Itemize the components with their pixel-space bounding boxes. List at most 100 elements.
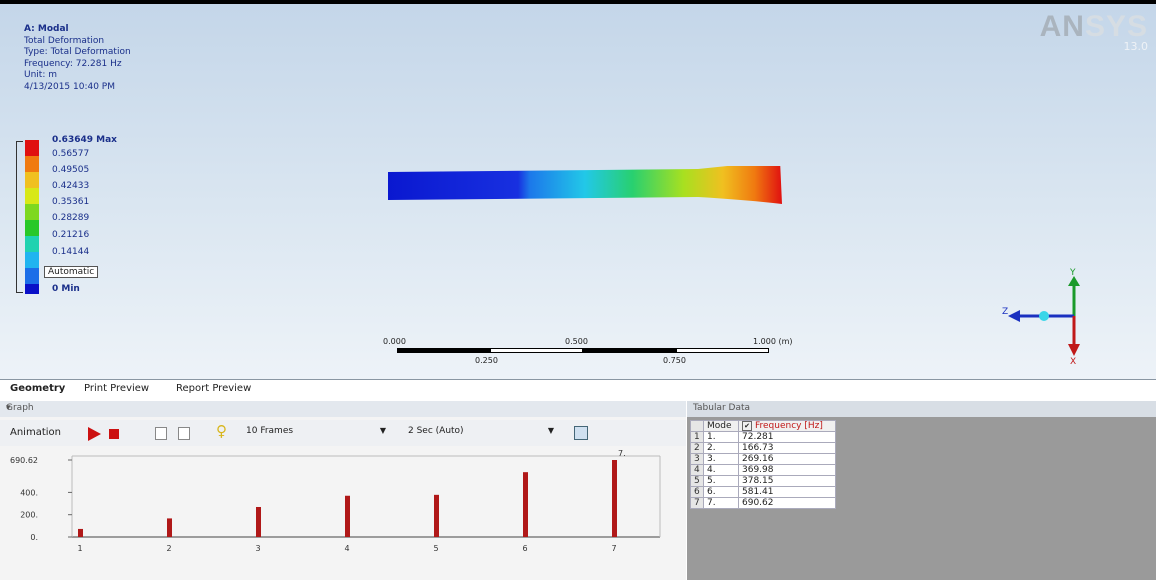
frequency-cell[interactable]: 269.16: [738, 453, 836, 465]
table-row[interactable]: 7 7. 690.62: [690, 497, 836, 509]
info-line: Unit: m: [24, 70, 57, 80]
bar-mode-1[interactable]: [78, 528, 83, 537]
mode-cell[interactable]: 6.: [703, 486, 739, 498]
frequency-cell[interactable]: 690.62: [738, 497, 836, 509]
row-index: 3: [690, 453, 704, 465]
frames-value: 10 Frames: [246, 426, 294, 436]
pin-icon[interactable]: ▾: [6, 403, 11, 413]
x-tick-label: 1: [77, 544, 82, 553]
lightbulb-icon[interactable]: ♀: [216, 422, 227, 440]
scale-label: 0.000: [383, 337, 406, 346]
table-row[interactable]: 6 6. 581.41: [690, 486, 836, 498]
scale-label: 0.250: [475, 356, 498, 365]
scale-label: 0.750: [663, 356, 686, 365]
distributed-frames-icon[interactable]: [155, 427, 167, 440]
tabular-data-panel: Tabular Data Mode ✔ Frequency [Hz] 1 1. 72.…: [687, 401, 1156, 580]
scale-label: 1.000 (m): [753, 337, 793, 346]
info-line: Frequency: 72.281 Hz: [24, 58, 122, 69]
table-row[interactable]: 1 1. 72.281: [690, 431, 836, 443]
x-tick-label: 6: [522, 544, 527, 553]
logo-text-a: AN: [1039, 10, 1085, 43]
result-info: A: Modal Total Deformation Type: Total D…: [24, 24, 131, 93]
row-index: 6: [690, 486, 704, 498]
legend-value: 0.35361: [52, 197, 90, 207]
export-video-icon[interactable]: [574, 426, 588, 440]
legend-swatch: [25, 188, 39, 204]
frequency-cell[interactable]: 72.281: [738, 431, 836, 443]
mode-cell[interactable]: 1.: [703, 431, 739, 443]
mode-cell[interactable]: 2.: [703, 442, 739, 454]
x-tick-label: 7: [611, 544, 616, 553]
legend-value: 0.21216: [52, 230, 90, 240]
logo-text-b: SYS: [1084, 10, 1148, 43]
triad-x-label: X: [1070, 357, 1076, 366]
bar-mode-2[interactable]: [167, 518, 172, 537]
result-frames-icon[interactable]: [178, 427, 190, 440]
x-tick-label: 2: [166, 544, 171, 553]
isometric-ball-icon[interactable]: [1039, 311, 1049, 321]
table-row[interactable]: 2 2. 166.73: [690, 442, 836, 454]
legend-value: 0.49505: [52, 165, 90, 175]
analysis-title: A: Modal: [24, 24, 69, 34]
tabular-header: Tabular Data: [687, 401, 1156, 417]
mode-cell[interactable]: 5.: [703, 475, 739, 487]
scale-segment: [583, 348, 676, 353]
graphics-viewport[interactable]: A: Modal Total Deformation Type: Total D…: [0, 0, 1156, 383]
frequency-cell[interactable]: 166.73: [738, 442, 836, 454]
tab-print-preview[interactable]: Print Preview: [84, 383, 150, 394]
play-icon[interactable]: [88, 427, 101, 441]
table-row[interactable]: 3 3. 269.16: [690, 453, 836, 465]
highlight-label: 7.: [618, 449, 626, 458]
coordinate-triad[interactable]: Y Z X: [1000, 266, 1090, 366]
bar-mode-3[interactable]: [256, 506, 261, 537]
corner-cell: [690, 420, 704, 432]
graph-title: Graph: [6, 403, 34, 413]
duration-select[interactable]: 2 Sec (Auto) ▼: [408, 426, 554, 440]
view-tabs: Geometry Print Preview Report Preview: [0, 379, 1156, 401]
checkbox-icon[interactable]: ✔: [742, 421, 752, 431]
tabular-title: Tabular Data: [693, 403, 751, 413]
frequency-cell[interactable]: 369.98: [738, 464, 836, 476]
triad-z-label: Z: [1002, 307, 1008, 317]
info-line: Type: Total Deformation: [24, 47, 131, 57]
scale-bar: 0.000 0.500 1.000 (m) 0.250 0.750: [383, 334, 803, 374]
animation-label: Animation: [10, 427, 61, 438]
scale-label: 0.500: [565, 337, 588, 346]
legend-value: 0.14144: [52, 247, 90, 257]
bar-mode-7[interactable]: [612, 460, 617, 537]
legend-max-label: 0.63649 Max: [52, 135, 117, 145]
table-row[interactable]: 4 4. 369.98: [690, 464, 836, 476]
graph-header: Graph ▾: [0, 401, 686, 417]
deformed-beam[interactable]: [388, 166, 788, 206]
scale-segment: [397, 348, 490, 353]
bar-mode-6[interactable]: [523, 472, 528, 537]
tab-report-preview[interactable]: Report Preview: [176, 383, 252, 394]
legend-automatic-field[interactable]: Automatic: [44, 266, 99, 278]
mode-cell[interactable]: 3.: [703, 453, 739, 465]
stop-icon[interactable]: [109, 429, 119, 439]
column-header-frequency[interactable]: ✔ Frequency [Hz]: [738, 420, 836, 432]
triad-y-label: Y: [1069, 268, 1076, 278]
legend-swatch: [25, 220, 39, 236]
duration-value: 2 Sec (Auto): [408, 426, 464, 436]
x-tick-label: 3: [255, 544, 260, 553]
ansys-logo: ANSYS 13.0: [1040, 10, 1148, 53]
mode-cell[interactable]: 4.: [703, 464, 739, 476]
table-row[interactable]: 5 5. 378.15: [690, 475, 836, 487]
legend-bracket: [16, 141, 23, 293]
legend-swatch: [25, 204, 39, 220]
bar-mode-4[interactable]: [345, 495, 350, 537]
x-tick-label: 5: [433, 544, 438, 553]
column-header-mode[interactable]: Mode: [703, 420, 739, 432]
frames-select[interactable]: 10 Frames ▼: [246, 426, 386, 440]
row-index: 7: [690, 497, 704, 509]
frequency-cell[interactable]: 378.15: [738, 475, 836, 487]
chevron-down-icon: ▼: [379, 426, 386, 435]
graph-panel: Graph ▾ Animation ♀ 10 Frames ▼ 2 Sec (A…: [0, 401, 686, 580]
bar-mode-5[interactable]: [434, 494, 439, 537]
beam-mesh: [388, 166, 782, 204]
tab-geometry[interactable]: Geometry: [10, 383, 66, 394]
mode-cell[interactable]: 7.: [703, 497, 739, 509]
legend-swatch: [25, 236, 39, 252]
frequency-cell[interactable]: 581.41: [738, 486, 836, 498]
